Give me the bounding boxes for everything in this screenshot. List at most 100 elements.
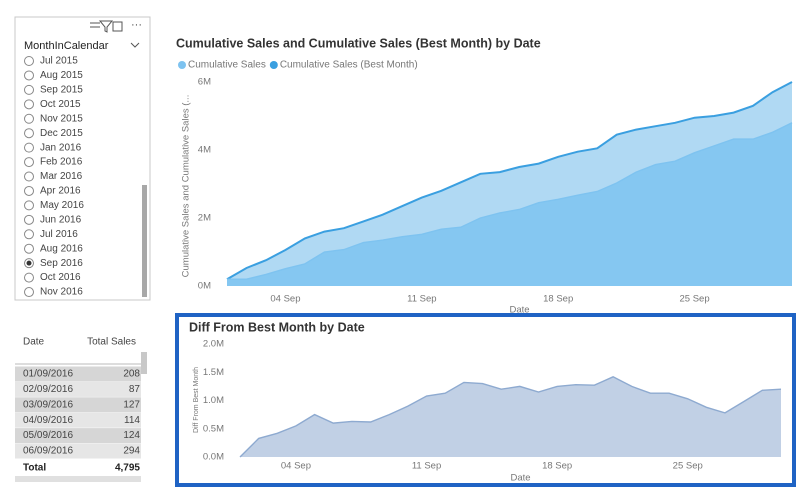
slicer-item-label[interactable]: Jan 2016 <box>40 142 82 153</box>
x-tick-label: 11 Sep <box>407 294 436 305</box>
table-cell: 114 <box>124 415 140 426</box>
legend-label: Cumulative Sales (Best Month) <box>280 60 418 71</box>
filter-icon[interactable] <box>98 20 114 33</box>
slicer-dropdown[interactable] <box>130 42 140 48</box>
table-cell: 124 <box>123 430 140 441</box>
slicer-item-label[interactable]: Feb 2016 <box>40 157 83 168</box>
radio[interactable] <box>24 56 34 66</box>
radio[interactable] <box>24 200 34 211</box>
radio[interactable] <box>24 214 34 225</box>
chart-title: Cumulative Sales and Cumulative Sales (B… <box>176 36 541 50</box>
area <box>227 122 792 286</box>
slicer-item-label[interactable]: Apr 2016 <box>40 186 81 197</box>
slicer-item-label[interactable]: Nov 2015 <box>40 113 83 124</box>
slicer-item[interactable]: Feb 2016 <box>24 157 83 168</box>
x-tick-label: 04 Sep <box>270 294 300 305</box>
slicer-item-label[interactable]: Jul 2015 <box>40 56 78 67</box>
slicer-item[interactable]: Aug 2015 <box>24 70 84 81</box>
table-header: Date <box>23 337 45 348</box>
table-cell: 04/09/2016 <box>23 415 73 426</box>
x-tick-label: 11 Sep <box>412 461 441 472</box>
table-cell: 87 <box>129 384 141 395</box>
radio-dot <box>26 260 32 266</box>
slicer-item[interactable]: Nov 2016 <box>24 287 84 298</box>
slicer-header-icons <box>90 20 123 33</box>
y-tick-label: 6M <box>198 77 211 88</box>
table-cell: 294 <box>123 446 140 457</box>
y-axis-label: Cumulative Sales and Cumulative Sales (.… <box>181 95 192 278</box>
slicer-item[interactable]: Apr 2016 <box>24 185 82 197</box>
radio[interactable] <box>24 171 34 182</box>
slicer-item[interactable]: Jul 2015 <box>24 56 79 67</box>
y-tick-label: 4M <box>198 145 211 156</box>
focus-icon[interactable] <box>112 21 123 32</box>
table-total: 4,795 <box>115 463 140 474</box>
table-total: Total <box>23 463 46 474</box>
radio[interactable] <box>24 287 34 298</box>
legend-marker <box>178 61 186 69</box>
slicer-item-label[interactable]: Nov 2016 <box>40 287 83 298</box>
legend-label: Cumulative Sales <box>188 60 266 71</box>
y-tick-label: 2M <box>198 213 211 224</box>
line <box>226 81 793 281</box>
x-tick-label: 25 Sep <box>673 461 703 472</box>
table-cell: 02/09/2016 <box>23 384 73 395</box>
slicer-item[interactable]: Sep 2015 <box>24 84 84 96</box>
radio[interactable] <box>24 185 34 196</box>
table-scrollbar[interactable] <box>141 352 147 374</box>
slicer-item-label[interactable]: Jul 2016 <box>40 229 78 240</box>
slicer-item[interactable]: Jul 2016 <box>24 229 79 240</box>
y-tick-label: 1.5M <box>203 367 224 378</box>
slicer-item-label[interactable]: Oct 2015 <box>40 99 81 110</box>
slicer-item-label[interactable]: Mar 2016 <box>40 171 83 182</box>
radio[interactable] <box>24 229 34 240</box>
slicer-title: MonthInCalendar <box>24 40 109 52</box>
slicer-item[interactable]: Nov 2015 <box>24 113 84 124</box>
slicer-item[interactable]: Sep 2016 <box>24 258 84 269</box>
slicer-item[interactable]: Oct 2016 <box>24 272 82 283</box>
slicer-item-label[interactable]: Aug 2015 <box>40 70 83 81</box>
y-axis-label: Diff From Best Month <box>193 367 200 433</box>
radio[interactable] <box>24 99 34 110</box>
slicer-item-label[interactable]: Sep 2015 <box>40 85 83 96</box>
charts: Cumulative Sales and Cumulative Sales (B… <box>176 36 793 484</box>
radio[interactable] <box>24 272 34 283</box>
radio[interactable] <box>24 128 34 139</box>
table-cell: 127 <box>123 399 140 410</box>
table-row-bg <box>15 428 141 444</box>
slicer-item[interactable]: Jun 2016 <box>24 214 82 225</box>
slicer-item-label[interactable]: Oct 2016 <box>40 272 81 283</box>
radio[interactable] <box>24 142 34 153</box>
slicer-item-label[interactable]: Aug 2016 <box>40 243 83 254</box>
slicer-item[interactable]: Jan 2016 <box>24 142 82 153</box>
slicer-item-label[interactable]: May 2016 <box>40 200 84 211</box>
radio[interactable] <box>24 157 34 168</box>
radio[interactable] <box>24 243 34 254</box>
y-tick-label: 2.0M <box>203 339 224 350</box>
table: Date Total Sales 01/09/2016 208 02/09/2016 87… <box>15 337 141 474</box>
slicer-item[interactable]: May 2016 <box>24 200 85 211</box>
line <box>239 376 782 458</box>
table-cell: 03/09/2016 <box>23 399 73 410</box>
slicer-frame <box>14 16 151 301</box>
legend-marker <box>269 61 278 69</box>
slicer-item-label[interactable]: Jun 2016 <box>40 214 82 225</box>
slicer-item-label[interactable]: Dec 2015 <box>40 128 83 139</box>
slicer-item-label[interactable]: Sep 2016 <box>40 258 83 269</box>
slicer-scrollbar[interactable] <box>142 185 147 297</box>
radio[interactable] <box>24 113 34 124</box>
table-cell: 01/09/2016 <box>23 369 73 380</box>
slicer-item[interactable]: Oct 2015 <box>24 99 82 110</box>
table-hscrollbar[interactable] <box>15 476 141 482</box>
y-tick-label: 0.0M <box>203 452 224 463</box>
slicer-item[interactable]: Dec 2015 <box>24 128 84 139</box>
x-tick-label: 18 Sep <box>542 461 572 472</box>
slicer-item[interactable]: Aug 2016 <box>24 243 84 254</box>
table-cell: 05/09/2016 <box>23 430 73 441</box>
radio[interactable] <box>24 70 34 81</box>
slicer-item[interactable]: Mar 2016 <box>24 171 83 182</box>
radio[interactable] <box>24 84 34 95</box>
more-icon[interactable]: ··· <box>131 19 142 31</box>
table-cell: 06/09/2016 <box>23 446 73 457</box>
